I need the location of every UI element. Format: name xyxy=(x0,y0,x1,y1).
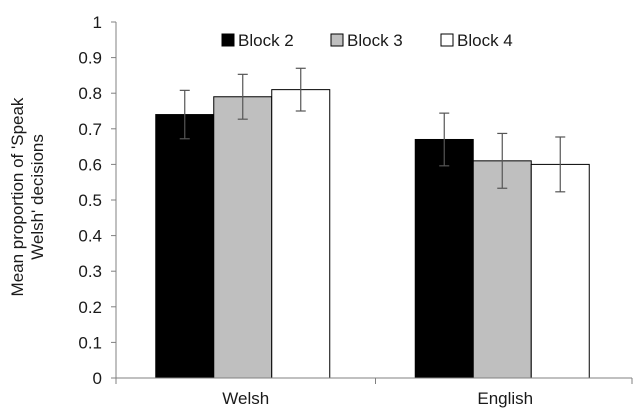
legend-label: Block 4 xyxy=(457,31,513,50)
bar-block-3-english xyxy=(472,160,532,379)
y-tick-label: 0.8 xyxy=(78,84,102,103)
x-category-label: Welsh xyxy=(222,389,269,408)
bar-block-4-english xyxy=(530,163,590,379)
legend-swatch xyxy=(440,33,454,47)
y-tick-label: 0.5 xyxy=(78,191,102,210)
legend-swatch xyxy=(330,33,344,47)
y-axis-ticks: 0 0.1 0.2 0.3 0.4 0.5 0.6 0.7 0.8 0.9 1 xyxy=(78,13,102,388)
legend-swatch xyxy=(221,33,235,47)
legend-label: Block 3 xyxy=(347,31,403,50)
y-tick-label: 0 xyxy=(93,369,102,388)
y-tick-label: 0.2 xyxy=(78,298,102,317)
x-axis-category-labels: Welsh English xyxy=(222,389,533,408)
bars-group xyxy=(155,89,590,379)
bar-block-2-english xyxy=(414,138,474,379)
y-tick-label: 0.9 xyxy=(78,49,102,68)
x-category-label: English xyxy=(477,389,533,408)
legend-label: Block 2 xyxy=(238,31,294,50)
bar-block-2-welsh xyxy=(155,114,215,379)
y-tick-label: 0.7 xyxy=(78,120,102,139)
bar-block-3-welsh xyxy=(213,96,273,379)
y-axis-label: Mean proportion of 'Speak Welsh' decisio… xyxy=(8,97,47,296)
legend: Block 2 Block 3 Block 4 xyxy=(221,31,513,50)
bar-block-4-welsh xyxy=(271,89,331,379)
axes-group xyxy=(111,21,633,384)
y-tick-label: 0.3 xyxy=(78,262,102,281)
y-axis-label-line-2: Welsh' decisions xyxy=(28,134,47,260)
y-axis-label-line-1: Mean proportion of 'Speak xyxy=(8,97,27,296)
y-tick-label: 0.1 xyxy=(78,333,102,352)
y-tick-label: 1 xyxy=(93,13,102,32)
y-tick-label: 0.6 xyxy=(78,155,102,174)
error-bars-group xyxy=(179,67,566,193)
y-tick-label: 0.4 xyxy=(78,227,102,246)
